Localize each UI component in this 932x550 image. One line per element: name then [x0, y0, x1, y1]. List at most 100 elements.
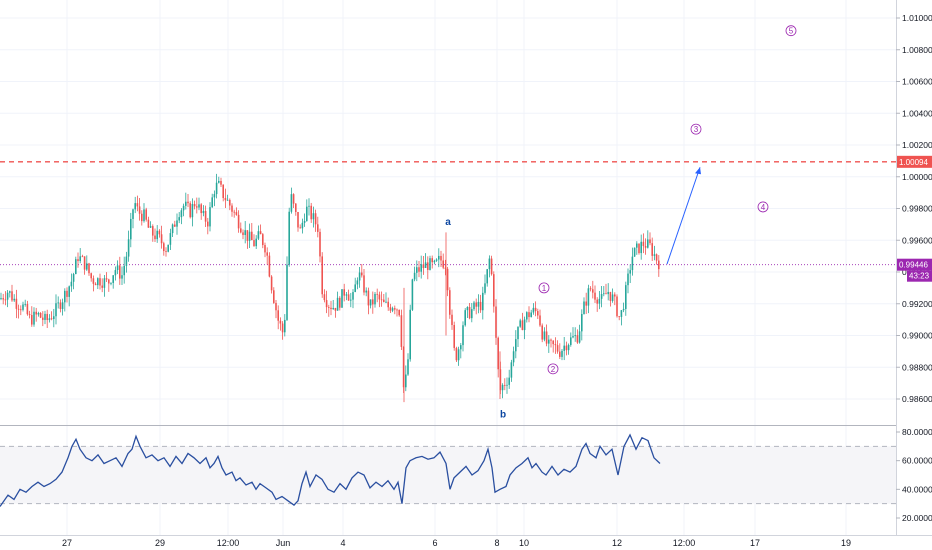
- candle-body: [559, 351, 561, 357]
- candle-body: [574, 335, 576, 337]
- candle-body: [279, 320, 282, 324]
- candle-body: [605, 293, 607, 295]
- candle-body: [86, 263, 88, 270]
- candle-body: [418, 267, 420, 272]
- candle-body: [647, 239, 649, 248]
- candle-body: [427, 262, 429, 270]
- wave-label-circle: [538, 282, 550, 294]
- resistance-tag-text: 1.00094: [899, 158, 928, 167]
- candle-body: [347, 294, 350, 301]
- wave-label-text: 5: [789, 27, 794, 36]
- wave-label-text: 3: [694, 125, 699, 134]
- time-tick-label: 12: [612, 538, 622, 548]
- candle-body: [640, 241, 642, 254]
- candle-body: [88, 263, 90, 274]
- candle-body: [576, 335, 579, 343]
- candle-body: [286, 264, 288, 320]
- candle-body: [160, 234, 163, 244]
- candle-body: [385, 301, 387, 303]
- candle-body: [552, 340, 554, 345]
- candle-body: [468, 307, 471, 319]
- candle-body: [627, 273, 629, 286]
- candle-body: [22, 304, 24, 310]
- candle-body: [158, 230, 161, 235]
- candle-body: [651, 243, 653, 256]
- candle-body: [268, 255, 271, 277]
- candle-body: [44, 313, 46, 320]
- price-grid: [0, 0, 896, 425]
- candle-body: [273, 290, 275, 303]
- candle-body: [475, 302, 477, 307]
- candle-body: [587, 288, 590, 306]
- candle-body: [39, 312, 42, 318]
- candle-body: [561, 350, 563, 357]
- candle-body: [50, 318, 53, 320]
- candle-body: [48, 318, 51, 321]
- candle-body: [130, 218, 132, 240]
- candle-body: [486, 269, 488, 284]
- candle-body: [138, 206, 141, 214]
- candle-body: [2, 298, 4, 300]
- candle-body: [594, 292, 596, 300]
- candle-body: [488, 258, 491, 270]
- candle-body: [149, 226, 152, 228]
- candle-body: [11, 291, 13, 301]
- wave-label-circle: [757, 201, 769, 213]
- candle-body: [83, 256, 86, 270]
- candle-body: [603, 293, 605, 295]
- candle-body: [369, 299, 372, 306]
- candle-body: [380, 299, 383, 301]
- price-tick-label: 0.98600: [902, 394, 932, 404]
- candle-body: [642, 241, 645, 247]
- candle-body: [431, 258, 433, 263]
- candle-body: [405, 374, 407, 388]
- candle-body: [554, 344, 557, 346]
- candle-body: [167, 244, 169, 252]
- candle-body: [251, 231, 253, 241]
- candle-body: [462, 325, 464, 346]
- wave-label-circle: [785, 25, 797, 37]
- candle-body: [625, 285, 627, 309]
- candle-body: [75, 259, 77, 275]
- candle-body: [330, 307, 332, 310]
- candle-body: [226, 199, 229, 201]
- price-tick-label: 1.00600: [902, 77, 932, 87]
- candle-body: [266, 252, 268, 256]
- candle-body: [530, 312, 532, 318]
- candle-body: [499, 369, 502, 391]
- candle-body: [497, 337, 499, 370]
- candle-body: [451, 314, 453, 326]
- candle-body: [270, 276, 273, 291]
- candle-body: [589, 288, 592, 290]
- candle-body: [611, 294, 614, 301]
- candle-body: [119, 265, 121, 279]
- candle-body: [358, 272, 361, 281]
- candle-body: [534, 307, 537, 312]
- candle-body: [165, 251, 167, 252]
- candle-body: [464, 310, 466, 326]
- indicator-series: [0, 433, 661, 507]
- price-axis: 1.01000 1.00800 1.00600 1.00400 1.00200 1.000…: [896, 13, 932, 404]
- candle-body: [442, 260, 444, 268]
- candle-body: [108, 279, 110, 284]
- candle-body: [154, 235, 156, 240]
- price-tick-label: 1.00400: [902, 108, 932, 118]
- candle-body: [297, 211, 299, 228]
- candle-body: [224, 197, 227, 201]
- candle-body: [68, 286, 70, 297]
- candle-body: [244, 230, 246, 236]
- candle-body: [528, 312, 530, 318]
- candle-body: [578, 331, 581, 343]
- candle-body: [59, 302, 62, 309]
- candle-body: [105, 278, 108, 280]
- time-tick-label: Jun: [276, 538, 291, 548]
- candle-body: [0, 298, 2, 299]
- wave-label-circle: [547, 363, 559, 375]
- time-tick-label: 4: [340, 538, 345, 548]
- candle-body: [220, 180, 222, 185]
- wave-label-text: 4: [761, 203, 766, 212]
- candle-body: [585, 301, 587, 306]
- candle-body: [649, 239, 651, 244]
- candle-body: [570, 337, 572, 345]
- candle-body: [592, 289, 594, 293]
